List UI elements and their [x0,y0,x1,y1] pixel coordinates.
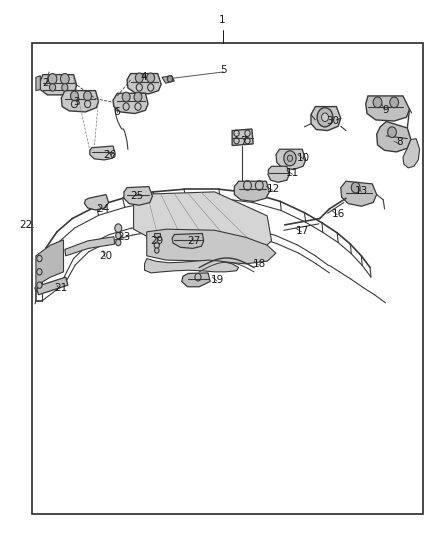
Text: 19: 19 [211,275,224,285]
Polygon shape [36,277,68,295]
Circle shape [116,232,121,239]
Circle shape [48,74,57,84]
Circle shape [135,73,143,83]
Polygon shape [341,181,377,206]
Circle shape [122,92,130,102]
Text: 12: 12 [267,184,280,194]
Circle shape [154,242,159,248]
Text: 22: 22 [19,220,32,230]
Text: 24: 24 [96,205,109,214]
Polygon shape [85,195,109,210]
Circle shape [71,91,78,101]
Polygon shape [90,146,115,160]
Text: 5: 5 [220,66,227,75]
Circle shape [388,127,396,138]
Text: 27: 27 [187,236,201,246]
Text: 2: 2 [42,78,49,87]
Circle shape [62,84,68,91]
Polygon shape [232,129,253,146]
Polygon shape [40,75,77,95]
Circle shape [116,239,121,246]
Text: 30: 30 [326,116,339,126]
Circle shape [317,108,333,127]
Polygon shape [366,96,410,121]
Circle shape [37,255,42,262]
Polygon shape [147,229,276,264]
Polygon shape [403,139,420,168]
Text: 16: 16 [332,209,345,219]
Circle shape [147,73,155,83]
Polygon shape [61,91,99,112]
Circle shape [390,97,399,108]
Polygon shape [162,76,174,83]
Text: 7: 7 [240,136,247,146]
Polygon shape [182,273,210,287]
Text: 4: 4 [140,72,147,82]
Polygon shape [65,237,115,256]
Circle shape [321,113,328,122]
Circle shape [49,84,56,91]
Text: 29: 29 [150,236,163,246]
Text: 20: 20 [99,252,113,261]
Circle shape [37,269,42,275]
Text: 3: 3 [73,98,80,107]
Circle shape [60,74,69,84]
Polygon shape [311,107,341,131]
Circle shape [284,151,296,166]
Text: 21: 21 [54,283,67,293]
Circle shape [351,182,360,193]
Polygon shape [145,259,239,273]
Polygon shape [134,192,272,252]
Circle shape [134,92,142,102]
Text: 11: 11 [286,168,299,178]
Polygon shape [154,233,160,237]
Polygon shape [172,233,204,248]
Polygon shape [36,240,64,290]
Text: 9: 9 [382,106,389,115]
Text: 25: 25 [130,191,143,200]
Polygon shape [127,74,161,94]
Text: 10: 10 [297,153,310,163]
Polygon shape [268,166,289,182]
Text: 1: 1 [219,15,226,25]
Circle shape [373,97,382,108]
Circle shape [287,155,293,161]
Polygon shape [276,149,306,169]
Polygon shape [36,76,40,91]
Circle shape [155,248,159,253]
Circle shape [115,224,122,232]
Text: 18: 18 [253,259,266,269]
Circle shape [37,282,42,288]
Text: 8: 8 [396,138,403,147]
Text: 13: 13 [355,187,368,196]
Circle shape [167,76,173,82]
Circle shape [84,91,92,101]
Text: 23: 23 [117,232,130,242]
Bar [32,43,423,514]
Polygon shape [234,181,269,201]
Polygon shape [113,93,148,114]
Text: 6: 6 [113,107,120,117]
Polygon shape [377,122,411,152]
Polygon shape [124,187,152,205]
Text: 17: 17 [296,227,309,236]
Text: 26: 26 [103,150,116,159]
